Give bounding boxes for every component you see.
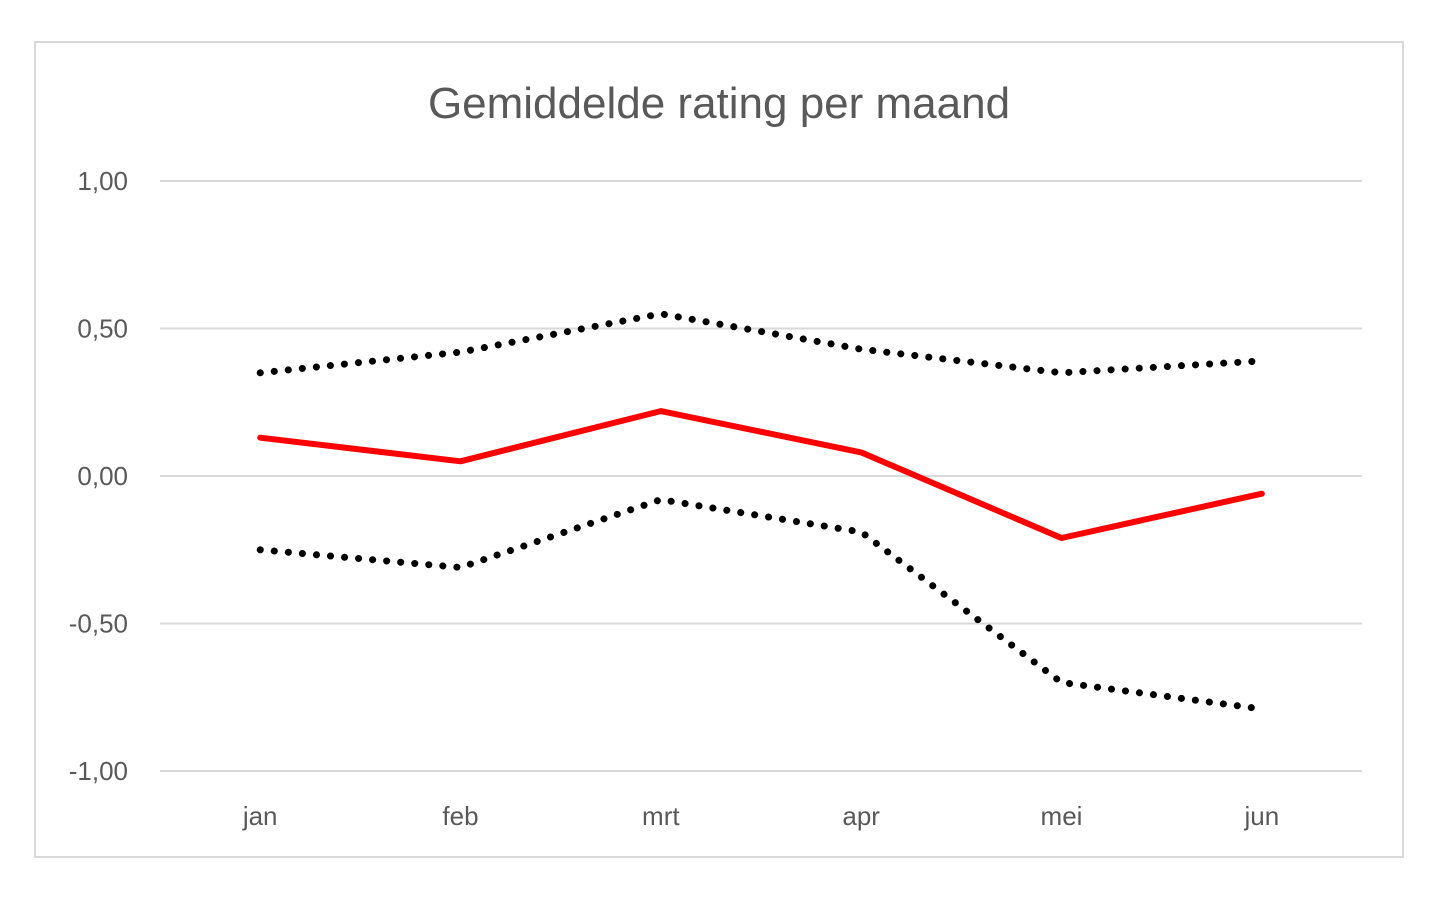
y-tick-label: 1,00 bbox=[77, 166, 128, 196]
series-lines bbox=[256, 310, 1266, 713]
x-tick-label: feb bbox=[442, 801, 478, 831]
chart-frame bbox=[34, 41, 1404, 858]
y-tick-label: 0,50 bbox=[77, 314, 128, 344]
chart-title: Gemiddelde rating per maand bbox=[428, 79, 1010, 128]
gridlines bbox=[160, 180, 1362, 772]
x-tick-label: apr bbox=[842, 801, 880, 831]
solid-series-line bbox=[257, 408, 1265, 541]
x-tick-label: jan bbox=[242, 801, 278, 831]
y-tick-label: -1,00 bbox=[69, 756, 128, 786]
x-tick-label: mei bbox=[1041, 801, 1083, 831]
x-tick-label: mrt bbox=[642, 801, 680, 831]
y-axis-tick-labels: 1,00 0,50 0,00 -0,50 -1,00 bbox=[69, 166, 128, 786]
dotted-series-line bbox=[256, 496, 1266, 713]
x-tick-label: jun bbox=[1243, 801, 1279, 831]
dotted-series-line bbox=[256, 310, 1266, 377]
y-tick-label: 0,00 bbox=[77, 461, 128, 491]
y-tick-label: -0,50 bbox=[69, 609, 128, 639]
x-axis-tick-labels: jan feb mrt apr mei jun bbox=[242, 801, 1279, 831]
